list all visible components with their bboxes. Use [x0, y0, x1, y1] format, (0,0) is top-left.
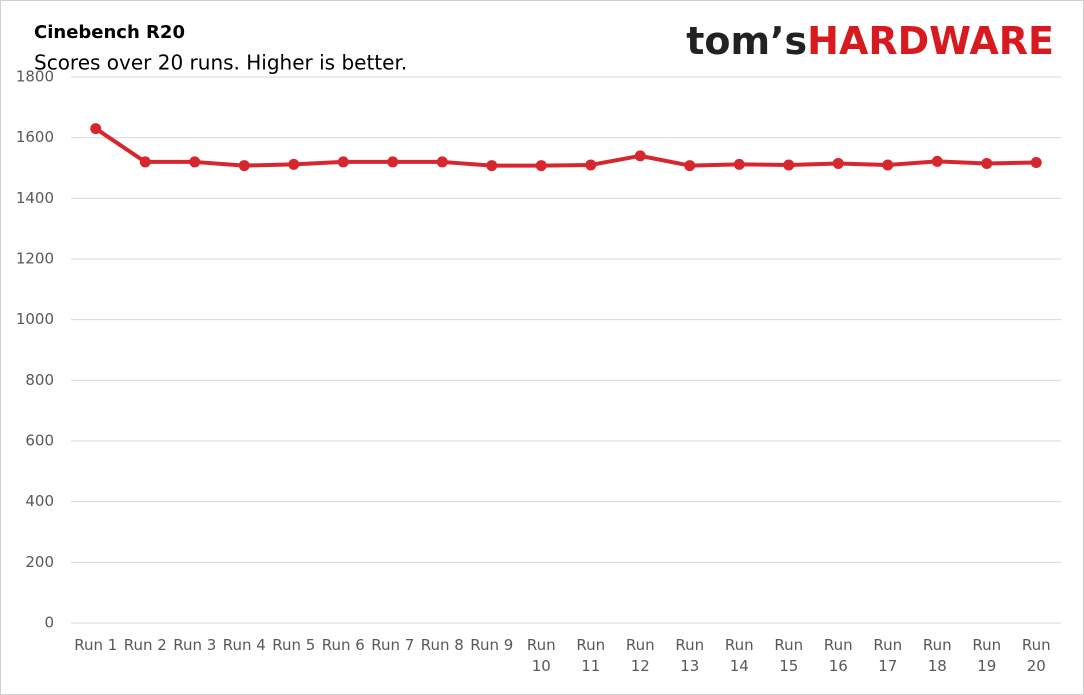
data-point: [733, 158, 745, 170]
x-tick-label: Run 13: [675, 636, 705, 675]
brand-part: tom’s: [686, 19, 807, 63]
x-tick-label: Run 10: [526, 636, 556, 675]
chart-subtitle: Scores over 20 runs. Higher is better.: [34, 51, 407, 75]
x-tick-label: Run 2: [123, 636, 167, 654]
x-tick-label: Run 20: [1021, 636, 1051, 675]
y-tick-label: 1600: [16, 128, 54, 146]
y-tick-label: 1000: [16, 310, 54, 328]
data-point: [783, 159, 795, 171]
data-point: [139, 156, 151, 168]
data-point: [486, 160, 498, 172]
data-point: [634, 150, 646, 162]
data-point: [684, 160, 696, 172]
x-tick-label: Run 3: [173, 636, 217, 654]
x-tick-label: Run 5: [272, 636, 316, 654]
x-tick-label: Run 7: [371, 636, 415, 654]
data-point: [238, 160, 250, 172]
x-tick-label: Run 19: [972, 636, 1002, 675]
y-tick-label: 800: [25, 371, 54, 389]
y-tick-label: 600: [25, 432, 54, 450]
data-point: [931, 155, 943, 167]
x-tick-label: Run 9: [470, 636, 514, 654]
y-tick-label: 200: [25, 553, 54, 571]
x-tick-label: Run 15: [774, 636, 804, 675]
x-tick-label: Run 6: [321, 636, 365, 654]
y-tick-label: 1200: [16, 250, 54, 268]
data-point: [585, 159, 597, 171]
x-tick-label: Run 4: [222, 636, 266, 654]
x-tick-label: Run 14: [724, 636, 754, 675]
x-tick-label: Run 12: [625, 636, 655, 675]
y-tick-label: 1400: [16, 189, 54, 207]
data-point: [882, 159, 894, 171]
x-tick-label: Run 8: [420, 636, 464, 654]
y-tick-label: 0: [44, 614, 54, 632]
x-tick-label: Run 17: [873, 636, 903, 675]
data-point: [436, 156, 448, 168]
x-tick-label: Run 1: [74, 636, 118, 654]
data-point: [90, 123, 102, 135]
x-tick-label: Run 11: [576, 636, 606, 675]
x-tick-label: Run 16: [823, 636, 853, 675]
data-point: [288, 158, 300, 170]
data-point: [1030, 157, 1042, 169]
line-series: [94, 126, 1037, 168]
brand-part: HARDWARE: [807, 19, 1054, 63]
chart-title: Cinebench R20: [34, 22, 185, 43]
x-tick-label: Run 18: [922, 636, 952, 675]
data-point: [832, 157, 844, 169]
data-point: [535, 160, 547, 172]
y-tick-label: 1800: [16, 68, 54, 86]
data-point: [981, 157, 993, 169]
y-tick-label: 400: [25, 492, 54, 510]
data-point: [387, 156, 399, 168]
brand-logo: tom’sHARDWARE: [686, 19, 1054, 63]
data-point: [189, 156, 201, 168]
data-point: [337, 156, 349, 168]
